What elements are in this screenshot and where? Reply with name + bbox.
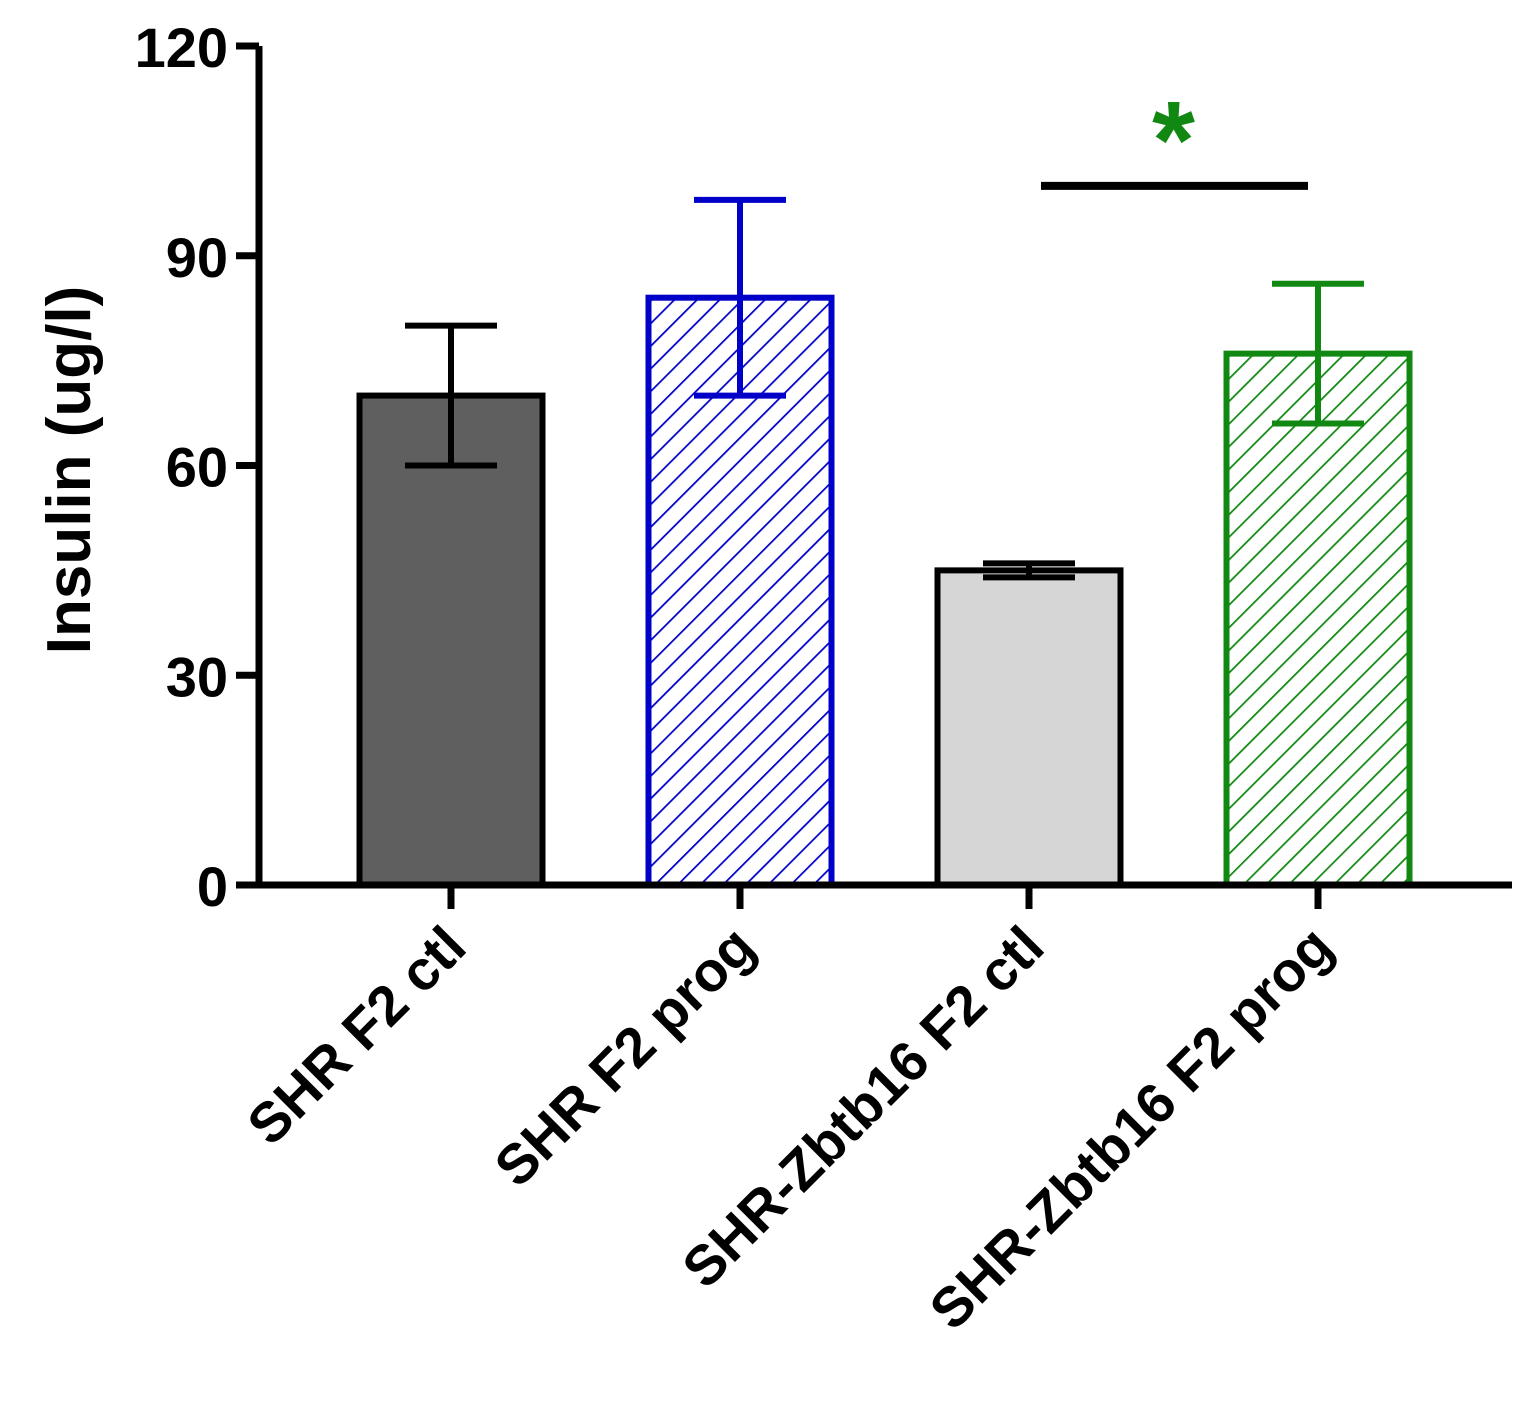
y-tick-label: 90 (166, 226, 228, 289)
error-bar-4 (1272, 280, 1364, 427)
y-tick-label: 0 (197, 855, 228, 918)
x-tick-label: SHR F2 ctl (235, 914, 478, 1157)
error-bar-2 (694, 196, 786, 399)
y-axis-label: Insulin (ug/l) (35, 286, 104, 655)
y-tick-label: 60 (166, 436, 228, 499)
significance-star: * (1152, 79, 1195, 202)
bars-layer (356, 294, 1413, 888)
bar-1 (356, 392, 546, 888)
bar-3 (934, 567, 1124, 888)
bar-4 (1223, 350, 1413, 888)
error-bar-1 (405, 322, 497, 469)
x-tick-label: SHR F2 prog (482, 914, 766, 1198)
y-ticks-layer: 0 30 60 90 120 (135, 16, 259, 918)
y-tick-label: 30 (166, 645, 228, 708)
significance-layer: * (1041, 79, 1308, 202)
y-tick-label: 120 (135, 16, 228, 79)
error-bars-layer (405, 196, 1364, 581)
error-bar-3 (983, 560, 1075, 581)
